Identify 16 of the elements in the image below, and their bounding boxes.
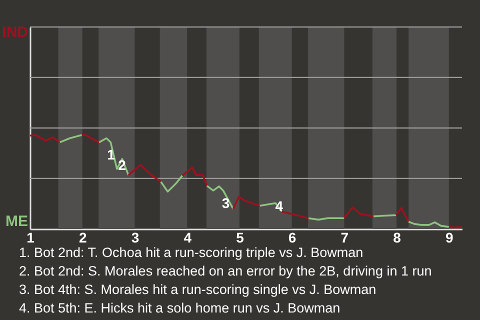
x-tick-label: 6 — [288, 230, 296, 246]
x-tick-label: 9 — [446, 230, 454, 246]
annotation: 3 — [222, 194, 230, 211]
x-tick-label: 4 — [184, 230, 192, 246]
x-tick-label: 8 — [393, 230, 402, 246]
text: 1. Bot 2nd: T. Ochoa hit a run-scoring triple vs J. Bowman — [19, 245, 364, 260]
x-tick-label: 3 — [131, 230, 140, 246]
text: 2. Bot 2nd: S. Morales reached on an error by the 2B, driving in 1 run — [19, 264, 432, 278]
x-tick-label: 7 — [340, 230, 349, 246]
x-tick-label: 2 — [78, 230, 87, 246]
text: ME — [6, 213, 28, 230]
text: 4. Bot 5th: E. Hicks hit a solo home run vs J. Bowman — [19, 300, 340, 316]
text: IND — [2, 24, 28, 41]
x-tick-label: 1 — [26, 230, 35, 246]
text: 3. Bot 4th: S. Morales hit a run-scoring single vs J. Bowman — [19, 282, 376, 297]
x-tick-label: 5 — [236, 230, 244, 246]
